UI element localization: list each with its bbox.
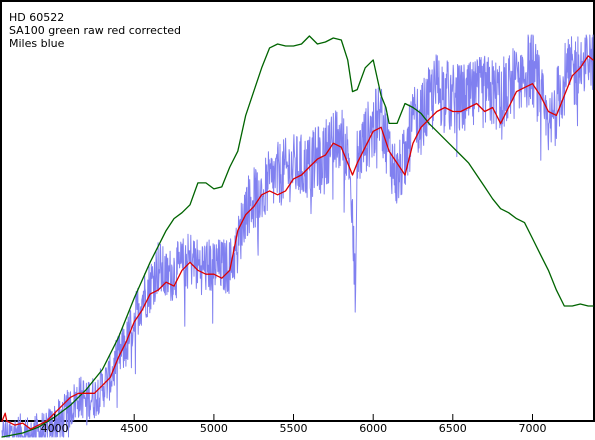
x-tick-label: 7000: [519, 422, 547, 435]
series-line-green: [1, 35, 594, 438]
x-tick-label: 6500: [439, 422, 467, 435]
plot-frame: [0, 0, 595, 422]
series-line-red: [1, 55, 594, 430]
x-tick-label: 5000: [200, 422, 228, 435]
x-axis-ticks: 4000 4500 5000 5500 6000 6500 7000: [41, 414, 547, 435]
x-tick-label: 4000: [41, 422, 69, 435]
x-tick-label: 6000: [359, 422, 387, 435]
series-layer: [1, 34, 594, 438]
x-tick-label: 5500: [280, 422, 308, 435]
x-tick-label: 4500: [120, 422, 148, 435]
legend-line-sa100: SA100 green raw red corrected: [9, 24, 181, 37]
series-line-blue: [1, 34, 594, 438]
legend-line-star: HD 60522: [9, 11, 64, 24]
legend-line-miles: Miles blue: [9, 37, 65, 50]
